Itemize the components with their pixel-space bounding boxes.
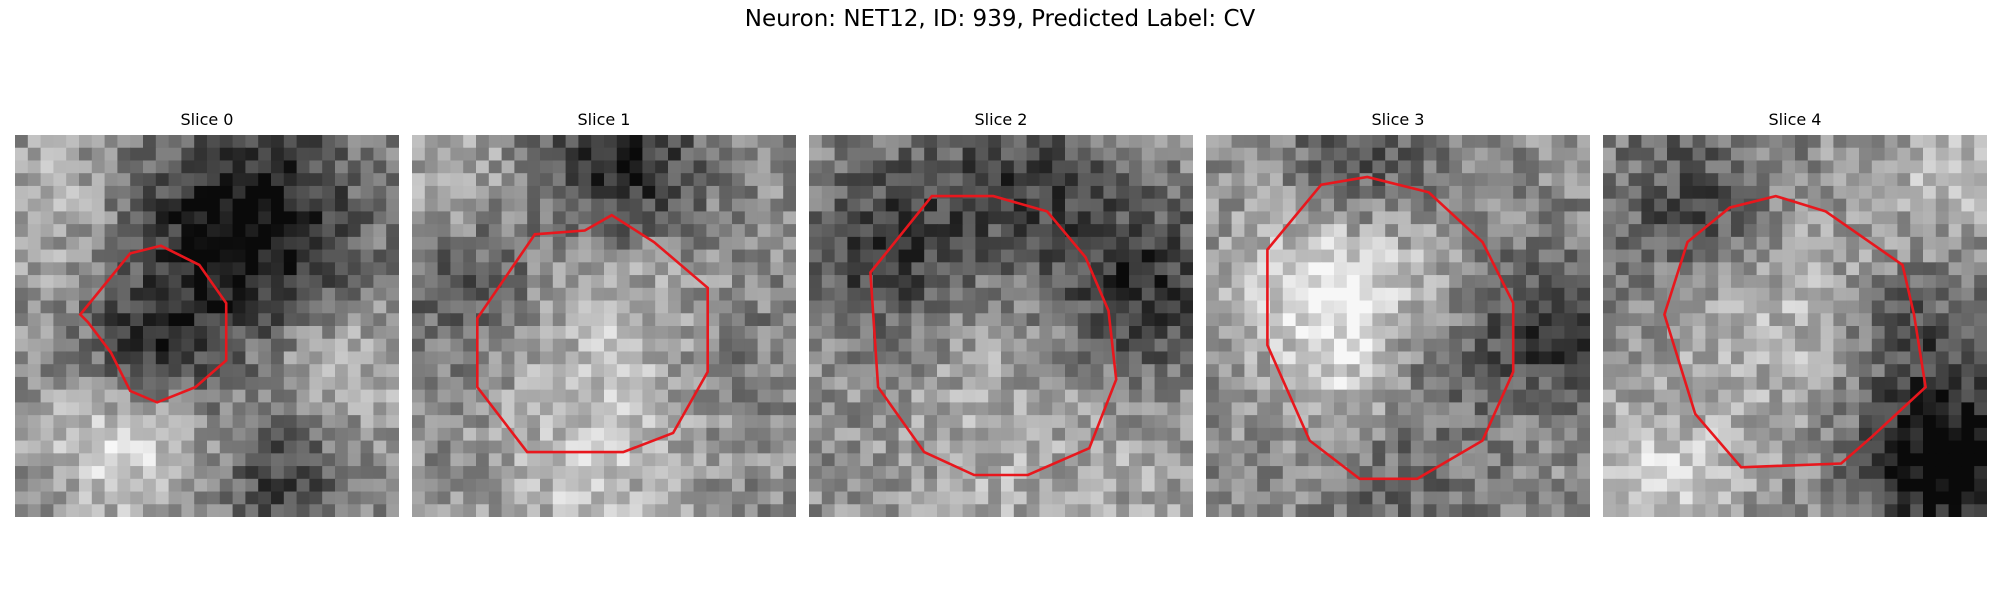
cell-contour <box>1663 194 1927 469</box>
slice-image <box>412 135 796 517</box>
cell-contour <box>869 194 1118 477</box>
slice-image <box>1206 135 1590 517</box>
slice-title: Slice 3 <box>1371 110 1425 129</box>
slice-title: Slice 1 <box>577 110 631 129</box>
figure-title: Neuron: NET12, ID: 939, Predicted Label:… <box>744 6 1256 32</box>
pixel-grid <box>1603 135 1987 517</box>
slice-panel-3: Slice 3 <box>1206 109 1590 517</box>
pixel-grid <box>15 135 399 517</box>
cell-contour <box>476 213 710 454</box>
cell-contour <box>78 244 228 404</box>
slice-title: Slice 4 <box>1768 110 1822 129</box>
pixel-grid <box>412 135 796 517</box>
pixel-grid <box>809 135 1193 517</box>
pixel-grid <box>1206 135 1590 517</box>
slice-image <box>1603 135 1987 517</box>
slice-image <box>15 135 399 517</box>
slice-title: Slice 0 <box>180 110 234 129</box>
slice-panel-2: Slice 2 <box>809 109 1193 517</box>
slice-panel-1: Slice 1 <box>412 109 796 517</box>
slice-panel-0: Slice 0 <box>15 109 399 517</box>
slice-image <box>809 135 1193 517</box>
slice-panel-4: Slice 4 <box>1603 109 1987 517</box>
cell-contour <box>1266 175 1515 481</box>
slice-title: Slice 2 <box>974 110 1028 129</box>
